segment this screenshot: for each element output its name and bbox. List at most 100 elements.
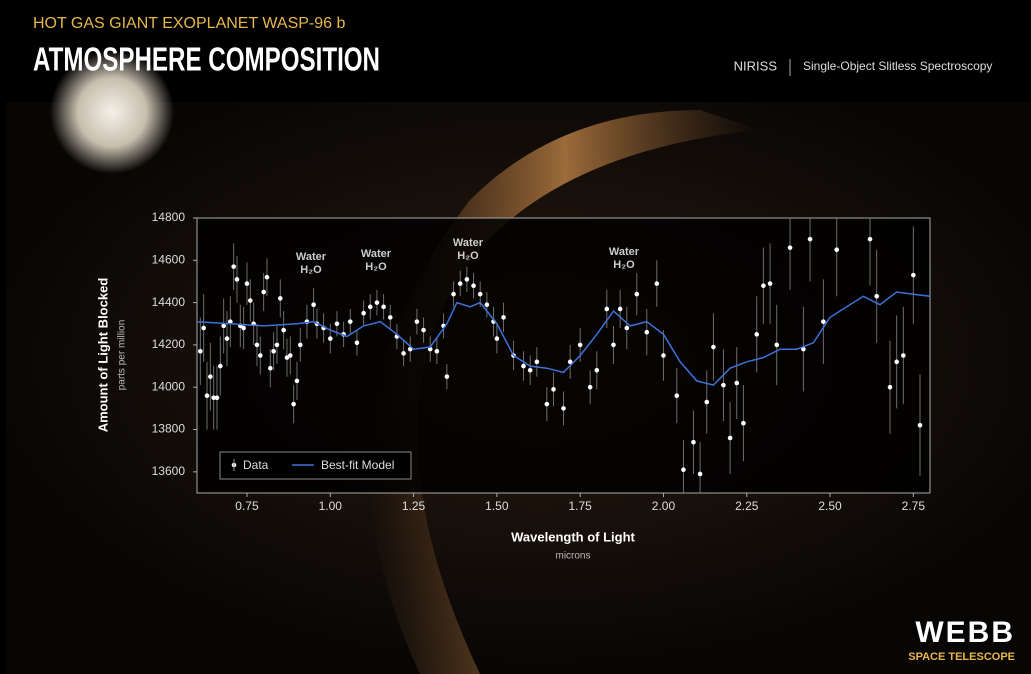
instrument: NIRISS: [734, 58, 778, 73]
data-point: [654, 281, 660, 286]
x-tick-label: 2.50: [818, 499, 842, 513]
data-point: [234, 277, 240, 282]
x-axis-label: Wavelength of Light: [511, 529, 635, 544]
mode: Single-Object Slitless Spectroscopy: [803, 59, 992, 73]
data-point: [201, 325, 206, 331]
data-point: [561, 406, 566, 411]
data-point: [291, 401, 296, 407]
data-point: [741, 420, 746, 426]
data-point: [734, 380, 740, 386]
data-point: [444, 374, 450, 379]
data-point: [347, 319, 353, 324]
data-point: [258, 353, 263, 358]
data-point: [427, 346, 433, 352]
x-tick-label: 1.25: [402, 499, 426, 513]
data-point: [387, 315, 393, 320]
annotation-label: Water: [361, 248, 392, 260]
data-point: [587, 384, 593, 390]
data-point: [457, 281, 463, 286]
data-point: [434, 348, 440, 354]
data-point: [867, 236, 873, 242]
logo: WEBB: [915, 616, 1015, 649]
data-point: [294, 378, 300, 384]
data-point: [611, 342, 616, 348]
data-point: [477, 291, 483, 297]
data-point: [594, 368, 600, 373]
data-point: [241, 325, 246, 331]
data-point: [204, 393, 210, 398]
data-point: [801, 346, 806, 352]
data-point: [271, 348, 276, 354]
logo-sub: SPACE TELESCOPE: [908, 651, 1015, 663]
data-point: [767, 281, 773, 286]
data-point: [374, 300, 380, 305]
legend-box: [219, 451, 412, 480]
data-point: [617, 306, 623, 312]
data-point: [327, 336, 333, 341]
legend-label: Best-fit Model: [321, 458, 394, 472]
data-point: [208, 374, 213, 379]
y-tick-label: 14000: [152, 379, 186, 393]
data-point: [624, 325, 630, 331]
y-tick-label: 14400: [152, 295, 186, 309]
data-point: [691, 439, 696, 445]
data-point: [894, 359, 899, 365]
data-point: [697, 471, 703, 477]
data-point: [228, 319, 233, 324]
data-point: [231, 264, 236, 269]
data-point: [414, 319, 420, 324]
data-point: [704, 399, 710, 405]
data-point: [211, 395, 216, 401]
y-axis-label: Amount of Light Blocked: [95, 278, 110, 433]
data-point: [261, 289, 266, 295]
data-point: [297, 342, 303, 348]
data-point: [567, 359, 573, 365]
data-point: [254, 342, 260, 348]
x-axis-unit: microns: [555, 551, 590, 562]
annotation-label: Water: [609, 246, 640, 258]
data-point: [544, 401, 550, 407]
data-point: [711, 344, 716, 350]
data-point: [807, 236, 813, 242]
data-point: [577, 342, 583, 348]
annotation-label: Water: [453, 237, 484, 249]
data-point: [787, 245, 793, 250]
y-tick-label: 14800: [152, 210, 186, 224]
data-point: [264, 274, 270, 280]
data-point: [917, 423, 923, 428]
model-line: [196, 291, 931, 386]
data-point: [821, 319, 826, 324]
data-point: [534, 359, 540, 365]
annotation-label: Water: [296, 251, 327, 263]
data-point: [494, 336, 500, 341]
data-point: [367, 304, 373, 310]
x-tick-label: 1.00: [319, 499, 343, 513]
data-point: [218, 363, 223, 369]
data-point: [874, 293, 879, 299]
x-tick-label: 2.75: [902, 499, 926, 513]
data-point: [754, 332, 760, 337]
data-point: [501, 315, 506, 320]
data-point: [484, 302, 490, 308]
data-point: [361, 310, 366, 316]
data-point: [681, 467, 686, 473]
data-point: [887, 384, 893, 390]
data-point: [551, 387, 556, 392]
data-point: [334, 321, 340, 327]
data-point: [774, 342, 780, 348]
data-point: [721, 382, 726, 388]
data-point: [224, 336, 230, 341]
data-point: [911, 272, 916, 278]
x-tick-label: 1.50: [485, 499, 509, 513]
x-tick-label: 0.75: [235, 499, 259, 513]
data-point: [354, 340, 360, 346]
y-axis-unit: parts per million: [117, 320, 128, 391]
legend-label: Data: [243, 458, 269, 472]
annotation-formula: H₂O: [365, 261, 387, 273]
y-tick-label: 13800: [152, 422, 186, 436]
annotation-formula: H₂O: [457, 250, 479, 262]
data-point: [464, 277, 470, 282]
annotation-formula: H₂O: [613, 259, 635, 271]
data-point: [661, 353, 666, 358]
